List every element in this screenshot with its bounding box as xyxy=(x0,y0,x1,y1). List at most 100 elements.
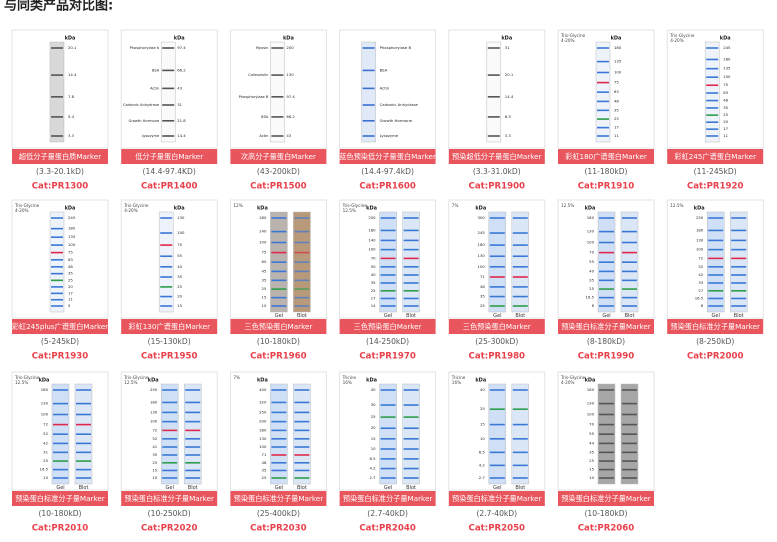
product-cat: Cat:PR2040 xyxy=(359,524,416,534)
gel-band xyxy=(599,402,614,405)
gel-band xyxy=(271,420,287,423)
gel-band xyxy=(380,257,396,260)
gel-band xyxy=(731,305,747,307)
name-bar xyxy=(12,319,108,334)
band-label: 100 xyxy=(177,230,185,235)
gel-band xyxy=(294,305,310,307)
band-label: 25 xyxy=(480,406,485,411)
gel-band xyxy=(403,229,419,232)
band-name: BSA xyxy=(152,68,160,72)
gel-band xyxy=(487,74,500,76)
gel-band xyxy=(622,217,637,219)
band-label: 16.5 xyxy=(40,467,49,472)
product-range: (15-130kD) xyxy=(148,337,191,346)
unit-label: kDa xyxy=(475,206,486,212)
gel-band xyxy=(294,270,310,273)
gel-band xyxy=(294,429,310,432)
band-label: 130 xyxy=(286,72,294,77)
gel-band xyxy=(160,286,173,288)
band-label: 200 xyxy=(259,419,267,424)
gel-band xyxy=(162,446,178,448)
product-name: 三色预染蛋白Marker xyxy=(463,322,531,331)
band-label: 180 xyxy=(587,387,595,392)
lane-label: Gel xyxy=(493,313,501,319)
gel-band xyxy=(622,270,637,273)
band-label: 180 xyxy=(723,56,731,61)
band-label: 100 xyxy=(478,264,486,269)
band-name: Carbonic Anhydrase xyxy=(380,102,419,107)
name-bar xyxy=(12,491,108,506)
gel-band xyxy=(622,413,637,416)
gel-band xyxy=(271,279,287,282)
gel-band xyxy=(51,244,63,246)
gel-band xyxy=(162,135,175,137)
band-name: Myosin xyxy=(256,46,269,50)
gel-band xyxy=(512,217,528,219)
band-name: Growth Hormone xyxy=(380,118,413,123)
name-bar xyxy=(339,149,436,164)
name-bar xyxy=(121,491,218,506)
gel-band xyxy=(53,423,68,426)
band-label: 41 xyxy=(152,444,157,449)
gel-band xyxy=(51,47,63,49)
gel-type: Tris-Glycine xyxy=(560,33,586,38)
gel-band xyxy=(599,442,614,445)
gel-band xyxy=(162,411,178,414)
band-label: 100 xyxy=(614,70,622,75)
gel-band xyxy=(403,404,419,406)
product-range: (8-180kD) xyxy=(587,337,625,346)
product-range: (10-180kD) xyxy=(257,337,300,346)
gel-band xyxy=(706,114,719,116)
gel-band xyxy=(53,389,68,391)
product-cat: Cat:PR2010 xyxy=(32,524,89,534)
gel-band xyxy=(51,305,63,307)
gel-band xyxy=(294,454,310,456)
gel-band xyxy=(731,289,747,292)
gel-lane xyxy=(706,211,725,313)
band-label: 140 xyxy=(368,237,376,242)
gel-band xyxy=(51,286,63,288)
band-label: 100 xyxy=(259,444,267,449)
gel-band xyxy=(185,446,201,448)
product-range: (10-250kD) xyxy=(148,509,191,518)
gel-band xyxy=(294,446,310,448)
lane-label: Blot xyxy=(515,313,525,319)
gel-band xyxy=(512,438,528,440)
product-range: (3.3-31.0kD) xyxy=(473,167,521,176)
gel-band xyxy=(76,433,91,435)
gel-type: 12.5% xyxy=(15,380,28,385)
band-label: 245 xyxy=(478,230,486,235)
gel-band xyxy=(599,468,614,471)
band-label: 71 xyxy=(262,452,267,457)
product-range: (8-250kD) xyxy=(696,337,734,346)
band-label: 200 xyxy=(286,45,294,50)
gel-band xyxy=(362,104,375,106)
gel-band xyxy=(708,282,724,284)
product-cat: Cat:PR2020 xyxy=(141,524,198,534)
gel-band xyxy=(599,241,614,244)
band-label: 55 xyxy=(589,431,594,436)
band-label: 15 xyxy=(152,467,157,472)
band-label: 245 xyxy=(723,45,731,50)
band-label: 130 xyxy=(696,237,704,242)
gel-band xyxy=(599,433,614,435)
gel-band xyxy=(599,296,614,299)
unit-label: kDa xyxy=(366,206,377,212)
band-label: 43 xyxy=(286,133,291,138)
band-name: Lysozyme xyxy=(142,134,160,138)
gel-band xyxy=(489,266,505,268)
gel-band xyxy=(622,251,637,254)
band-label: 2.7 xyxy=(479,475,486,480)
product-cat: Cat:PR1300 xyxy=(32,182,89,192)
gel-band xyxy=(185,454,201,456)
gel-type: 12.5% xyxy=(670,203,683,208)
product-cat: Cat:PR1930 xyxy=(32,352,89,362)
gel-band xyxy=(599,451,614,454)
band-label: 72 xyxy=(152,427,157,432)
gel-band xyxy=(294,469,310,472)
gel-lane xyxy=(270,383,288,485)
unit-label: kDa xyxy=(585,206,596,212)
gel-band xyxy=(487,47,500,49)
gel-band xyxy=(271,230,287,233)
lane-label: Blot xyxy=(297,485,307,491)
